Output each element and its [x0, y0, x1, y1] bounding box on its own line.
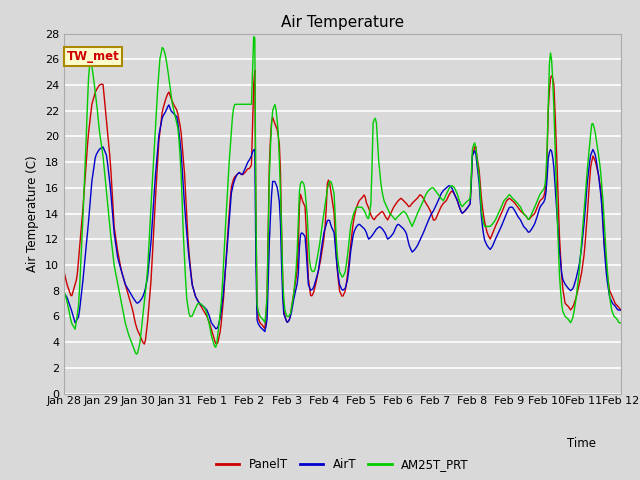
AirT [617, 307, 625, 313]
AirT [364, 233, 371, 239]
PanelT [60, 269, 68, 275]
AM25T_PRT [327, 179, 335, 184]
Title: Air Temperature: Air Temperature [281, 15, 404, 30]
Line: PanelT: PanelT [64, 71, 621, 344]
AM25T_PRT [60, 288, 68, 294]
Legend: PanelT, AirT, AM25T_PRT: PanelT, AirT, AM25T_PRT [211, 454, 474, 476]
AM25T_PRT [606, 293, 614, 299]
AM25T_PRT [617, 320, 625, 326]
Line: AM25T_PRT: AM25T_PRT [64, 37, 621, 354]
PanelT [617, 307, 625, 313]
Text: TW_met: TW_met [67, 50, 120, 63]
AM25T_PRT [132, 351, 140, 357]
AM25T_PRT [250, 34, 257, 40]
PanelT [519, 210, 527, 216]
AirT [165, 102, 173, 108]
Line: AirT: AirT [64, 105, 621, 332]
AirT [60, 290, 68, 296]
AM25T_PRT [394, 214, 401, 220]
AM25T_PRT [364, 216, 371, 221]
Y-axis label: Air Temperature (C): Air Temperature (C) [26, 156, 39, 272]
PanelT [327, 187, 335, 193]
AirT [394, 222, 401, 228]
AirT [519, 222, 527, 228]
PanelT [330, 209, 338, 215]
AM25T_PRT [519, 209, 527, 215]
AM25T_PRT [330, 191, 338, 196]
PanelT [364, 203, 371, 208]
X-axis label: Time: Time [567, 437, 596, 450]
PanelT [251, 68, 259, 73]
AirT [327, 222, 335, 228]
PanelT [141, 341, 148, 347]
AirT [261, 329, 269, 335]
PanelT [394, 199, 401, 204]
AirT [606, 294, 614, 300]
AirT [330, 229, 338, 235]
PanelT [606, 288, 614, 293]
